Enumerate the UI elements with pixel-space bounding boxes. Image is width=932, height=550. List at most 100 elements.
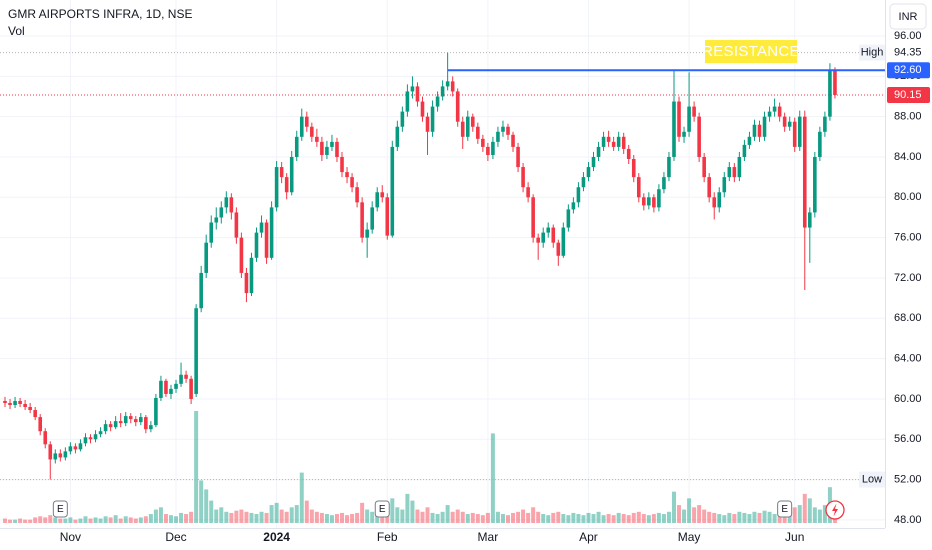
candle-body bbox=[455, 91, 460, 122]
volume-bar bbox=[8, 519, 13, 523]
volume-bar bbox=[254, 514, 259, 523]
candle-body bbox=[541, 232, 546, 243]
candle-body bbox=[184, 374, 188, 379]
candle-body bbox=[350, 177, 354, 188]
y-tick-label: 72.00 bbox=[894, 272, 922, 284]
candle-body bbox=[204, 242, 208, 273]
volume-bar bbox=[601, 515, 606, 523]
resistance-value-bg bbox=[887, 62, 930, 79]
candle-body bbox=[224, 197, 229, 208]
candle-body bbox=[657, 189, 661, 208]
y-tick-label: 68.00 bbox=[894, 312, 922, 324]
candle-body bbox=[652, 197, 656, 208]
candle-body bbox=[460, 121, 465, 137]
candle-body bbox=[692, 106, 696, 117]
volume-bar bbox=[666, 511, 671, 523]
volume-bar bbox=[445, 505, 450, 523]
candle-body bbox=[481, 138, 485, 147]
event-label[interactable]: E bbox=[781, 504, 788, 515]
candle-body bbox=[219, 207, 224, 218]
volume-bar bbox=[259, 511, 264, 523]
volume-bar bbox=[214, 509, 219, 523]
y-tick-label: 84.00 bbox=[894, 151, 922, 163]
y-tick-label: 88.00 bbox=[894, 111, 922, 123]
volume-bar bbox=[289, 507, 294, 523]
volume-bar bbox=[415, 509, 420, 523]
volume-bar bbox=[797, 505, 802, 523]
candle-body bbox=[254, 232, 259, 258]
volume-bar bbox=[244, 511, 249, 523]
volume-bar bbox=[435, 514, 440, 523]
volume-bar bbox=[224, 511, 229, 523]
x-tick-label: Nov bbox=[60, 530, 81, 544]
candle-body bbox=[702, 156, 706, 178]
candle-body bbox=[667, 156, 671, 178]
candle-body bbox=[420, 101, 425, 117]
volume-bar bbox=[304, 500, 309, 523]
volume-bar bbox=[581, 515, 586, 523]
volume-bar bbox=[460, 511, 465, 523]
currency-label[interactable]: INR bbox=[899, 11, 918, 23]
x-tick-label: Jun bbox=[785, 530, 804, 544]
volume-bar bbox=[53, 517, 58, 523]
candle-body bbox=[53, 453, 58, 460]
y-tick-label: 64.00 bbox=[894, 353, 922, 365]
volume-bar bbox=[18, 518, 23, 523]
resistance-label-bg bbox=[705, 40, 797, 63]
candle-body bbox=[294, 136, 299, 157]
candle-body bbox=[440, 86, 445, 97]
volume-bar bbox=[405, 493, 410, 523]
volume-bar bbox=[229, 512, 234, 523]
candle-body bbox=[767, 111, 772, 117]
candle-body bbox=[546, 227, 551, 233]
candle-body bbox=[174, 383, 178, 389]
volume-bar bbox=[68, 517, 73, 523]
volume-bar bbox=[802, 493, 807, 523]
volume-bar bbox=[355, 512, 360, 523]
volume-bar bbox=[324, 514, 329, 523]
event-marker[interactable] bbox=[777, 500, 793, 518]
candle-body bbox=[828, 70, 832, 117]
volume-bar bbox=[118, 518, 123, 523]
volume-bar bbox=[189, 511, 194, 523]
candle-body bbox=[340, 156, 344, 173]
high-value-bg bbox=[887, 44, 930, 61]
event-label[interactable]: E bbox=[379, 504, 386, 515]
volume-bar bbox=[546, 515, 551, 523]
candle-body bbox=[375, 192, 380, 208]
volume-bar bbox=[440, 511, 445, 523]
event-marker[interactable] bbox=[374, 500, 390, 518]
volume-bar bbox=[264, 512, 269, 523]
event-marker[interactable] bbox=[52, 500, 68, 518]
volume-bar bbox=[671, 491, 676, 523]
volume-bar bbox=[194, 411, 199, 523]
volume-bar bbox=[631, 512, 636, 523]
volume-bar bbox=[812, 507, 817, 523]
candle-body bbox=[335, 141, 339, 157]
volume-bar bbox=[78, 518, 83, 523]
candle-body bbox=[355, 187, 359, 203]
volume-bar bbox=[284, 511, 289, 523]
candle-body bbox=[244, 272, 249, 294]
candle-body bbox=[13, 400, 17, 405]
volume-bar bbox=[204, 489, 209, 523]
volume-bar bbox=[656, 512, 661, 523]
volume-bar bbox=[88, 518, 93, 523]
y-tick-label: 56.00 bbox=[894, 433, 922, 445]
candle-body bbox=[179, 374, 183, 384]
candle-body bbox=[672, 101, 676, 157]
candle-body bbox=[596, 146, 601, 157]
volume-bar bbox=[365, 509, 370, 523]
candle-body bbox=[531, 197, 535, 238]
currency-button[interactable] bbox=[889, 3, 927, 30]
event-label[interactable]: E bbox=[57, 504, 64, 515]
candle-body bbox=[214, 217, 219, 223]
volume-bar bbox=[495, 511, 500, 523]
volume-bar bbox=[737, 511, 742, 523]
chart-title: GMR AIRPORTS INFRA, 1D, NSE bbox=[8, 7, 192, 21]
candle-body bbox=[3, 400, 7, 403]
volume-bar bbox=[822, 505, 827, 523]
candle-body bbox=[727, 167, 732, 178]
volume-bar bbox=[747, 514, 752, 523]
